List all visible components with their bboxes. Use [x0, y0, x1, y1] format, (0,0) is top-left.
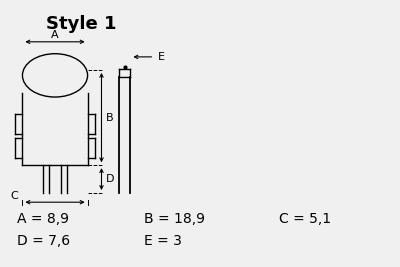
- Text: D: D: [106, 174, 115, 184]
- Text: Style 1: Style 1: [46, 15, 116, 33]
- Text: A: A: [51, 30, 59, 40]
- Text: E = 3: E = 3: [144, 234, 182, 248]
- Text: B: B: [106, 113, 114, 123]
- Text: D = 7,6: D = 7,6: [17, 234, 70, 248]
- Text: E: E: [158, 52, 165, 62]
- Text: A = 8,9: A = 8,9: [17, 212, 69, 226]
- Text: C = 5,1: C = 5,1: [280, 212, 332, 226]
- Text: B = 18,9: B = 18,9: [144, 212, 205, 226]
- Text: C: C: [10, 191, 18, 201]
